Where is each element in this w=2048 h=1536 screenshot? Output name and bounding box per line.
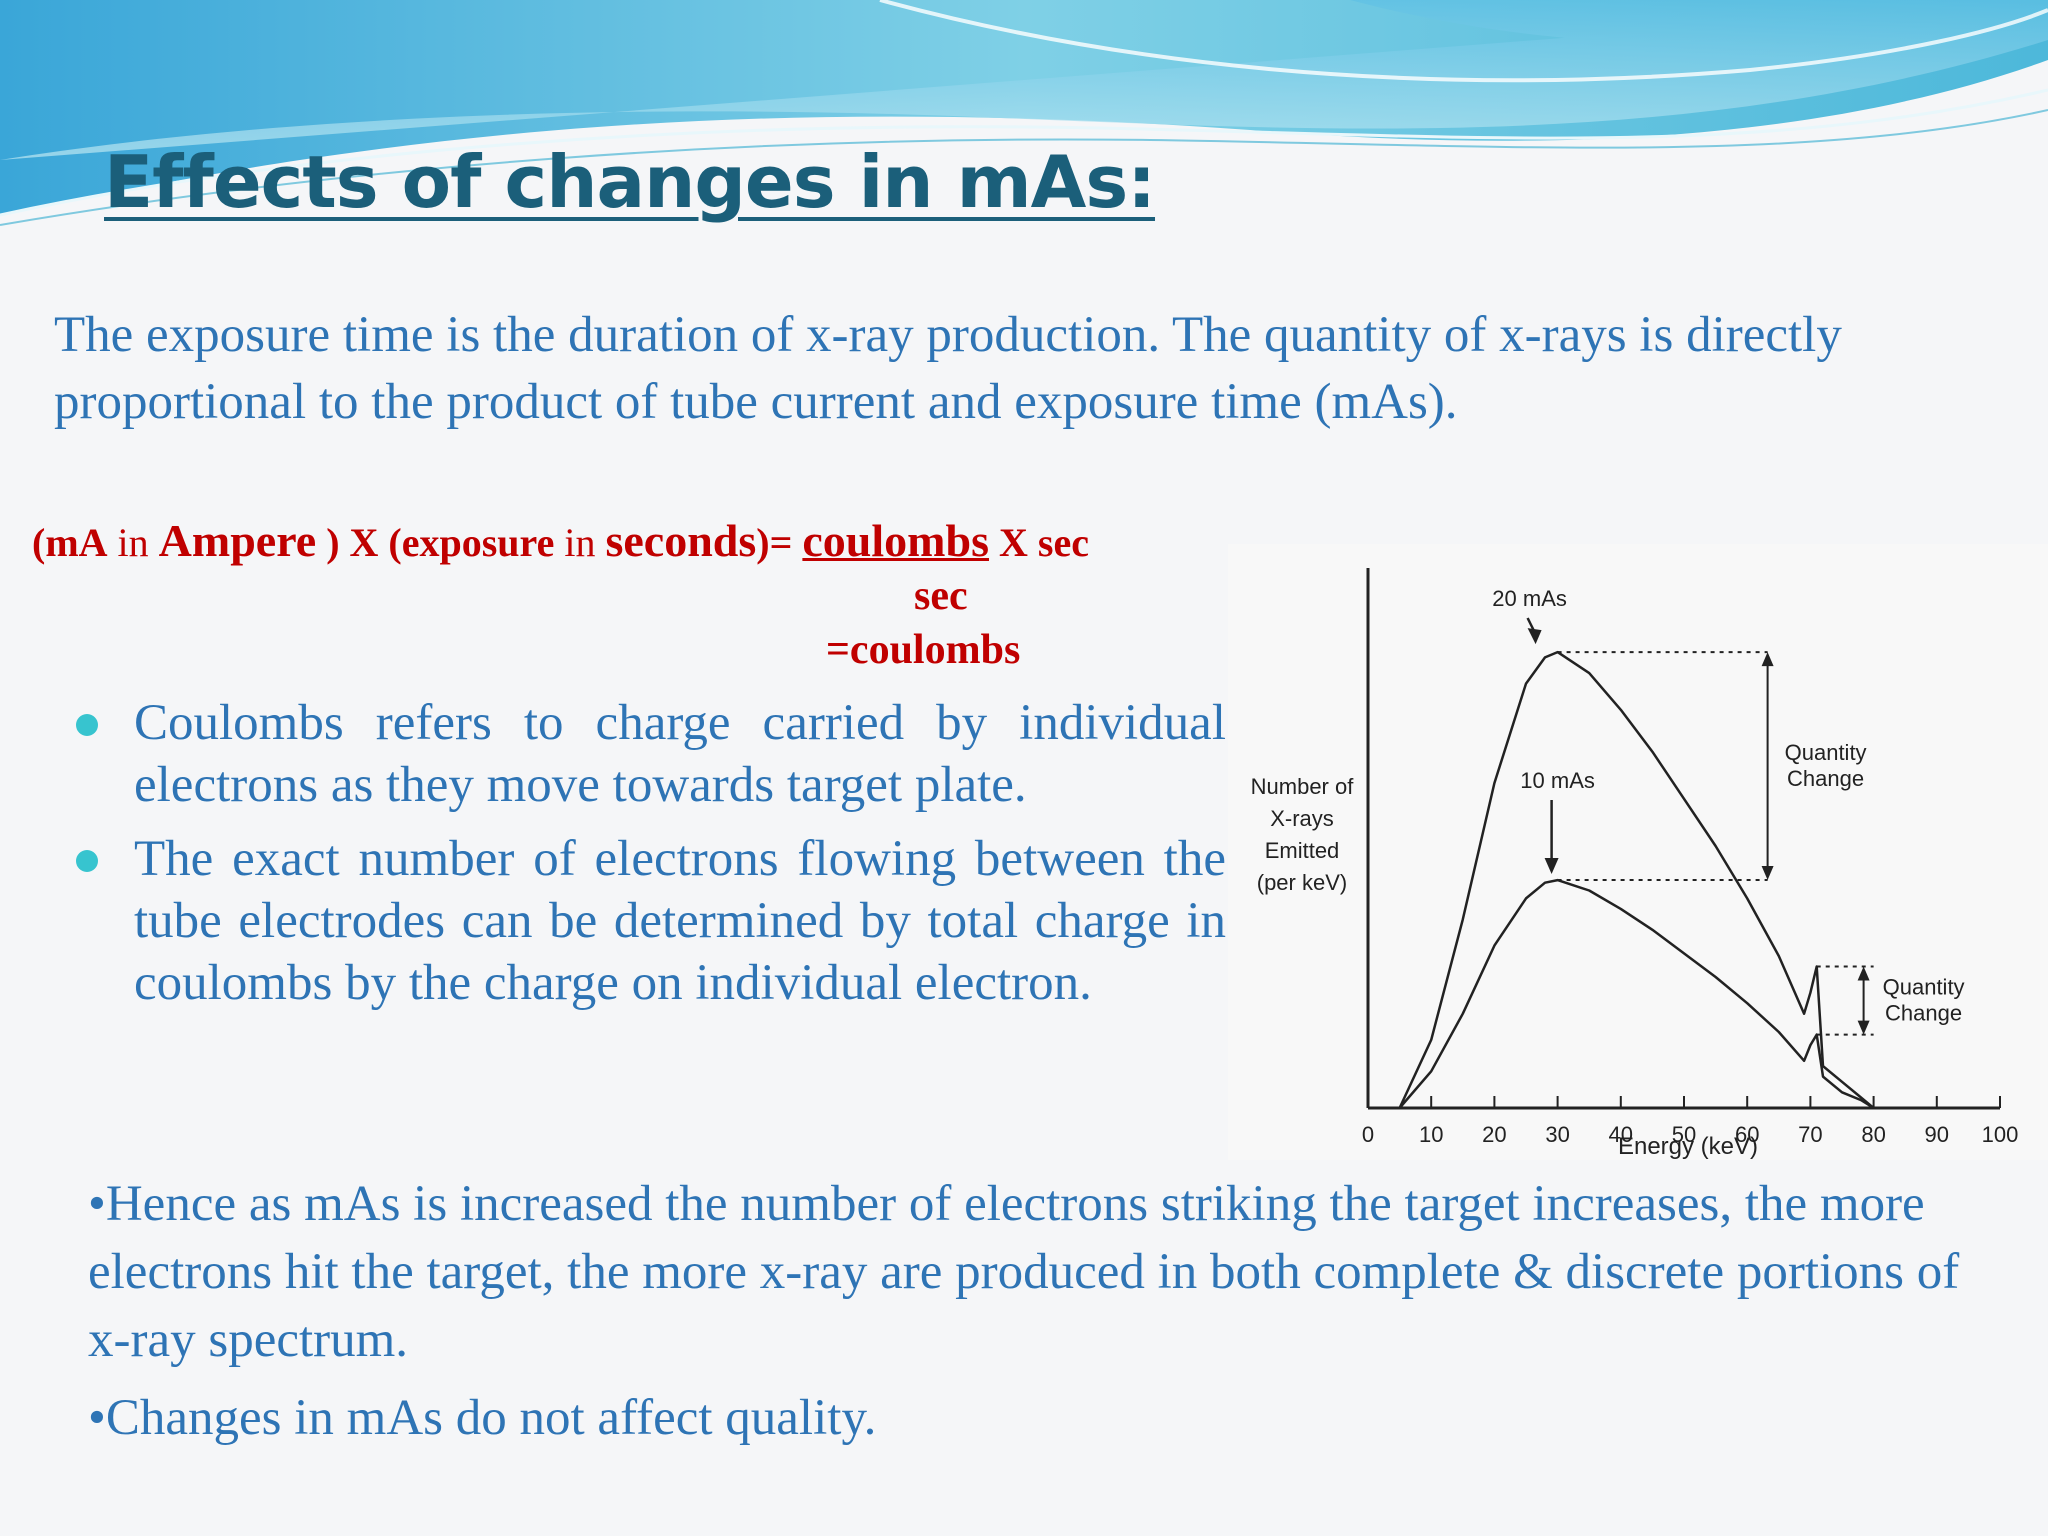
formula-coulombs: coulombs [802,515,989,566]
quantity-word-1: Quantity [1883,975,1965,1000]
quantity-arrowhead-up-1 [1761,652,1774,667]
bottom-paragraph-2: •Changes in mAs do not affect quality. [88,1390,877,1446]
x-tick-label: 50 [1672,1122,1696,1147]
header-wave-decoration [0,0,2048,226]
x-tick-label: 80 [1861,1122,1885,1147]
y-axis-label-line: X-rays [1270,806,1334,831]
list-item: Coulombs refers to charge carried by ind… [68,692,1226,816]
formula-x-sec: X sec [988,520,1089,565]
series-line-1 [1398,650,1875,1109]
formula-result: =coulombs [826,627,1021,673]
quantity-word-2: Change [1787,766,1864,791]
formula-seconds: seconds [605,515,757,566]
bullet-text: The exact number of electrons flowing be… [134,831,1226,1011]
series-line-2 [1398,878,1875,1110]
formula-ampere: Ampere [158,515,317,566]
bullet-dot-icon [76,714,98,736]
formula-ma: (mA [32,520,108,565]
x-tick-label: 40 [1609,1122,1633,1147]
annotation-quantity-change-2: Quantity Change [1883,975,1965,1026]
intro-paragraph: The exposure time is the duration of x-r… [54,307,1842,430]
annotation-quantity-change-1: Quantity Change [1785,740,1867,791]
formula-denominator: sec [914,573,968,619]
annotation-20-mas: 20 mAs [1492,586,1567,611]
bullet-dot-icon [76,850,98,872]
bullet-list: Coulombs refers to charge carried by ind… [68,692,1226,1026]
quantity-word-2: Change [1885,1001,1962,1026]
quantity-arrowhead-up-2 [1857,966,1870,981]
xray-spectrum-chart: 0 10 20 30 40 50 60 70 80 90 100 20 mAs 10 mAs Quant… [1228,544,2048,1160]
chart-ylabel-group: Number of X-rays Emitted (per keV) [1251,774,1355,895]
formula-in-1: in [107,520,159,565]
x-tick-label: 70 [1798,1122,1822,1147]
bottom-paragraph-1: •Hence as mAs is increased the number of… [88,1176,1960,1368]
annotation-10-mas: 10 mAs [1520,768,1595,793]
page-title: Effects of changes in mAs: [104,140,1156,224]
quantity-arrowhead-down-1 [1761,866,1774,881]
x-tick-label: 10 [1419,1122,1443,1147]
chart-axes [1366,568,2000,1110]
chart-series-group [1398,650,1875,1110]
arrowhead-20-mas [1527,628,1542,645]
bullet-text: Coulombs refers to charge carried by ind… [134,695,1226,813]
x-tick-label: 30 [1545,1122,1569,1147]
arrowhead-10-mas [1544,858,1559,875]
chart-x-axis-label: Energy (keV) [1618,1133,1758,1160]
x-tick-label: 0 [1362,1122,1374,1147]
chart-svg: 0 10 20 30 40 50 60 70 80 90 100 20 mAs 10 mAs Quant… [1251,568,2018,1160]
y-axis-label-line: (per keV) [1257,870,1347,895]
y-axis-label-line: Emitted [1265,838,1340,863]
quantity-arrowhead-down-2 [1857,1020,1870,1035]
x-tick-label: 90 [1925,1122,1949,1147]
formula-equals: )= [756,520,803,565]
chart-ticks-group: 0 10 20 30 40 50 60 70 80 90 100 [1362,1096,2018,1147]
list-item: The exact number of electrons flowing be… [68,828,1226,1014]
chart-y-axis-label: Number of X-rays Emitted (per keV) [1251,774,1355,895]
formula-exposure: ) X (exposure [316,520,555,565]
formula-in-2: in [554,520,606,565]
quantity-word-1: Quantity [1785,740,1867,765]
formula-line-1: (mA in Ampere ) X (exposure in seconds)=… [32,514,1089,570]
x-tick-label: 100 [1982,1122,2019,1147]
bottom-text: •Hence as mAs is increased the number of… [88,1170,1988,1462]
x-tick-label: 20 [1482,1122,1506,1147]
y-axis-label-line: Number of [1251,774,1355,799]
x-tick-label: 60 [1735,1122,1759,1147]
